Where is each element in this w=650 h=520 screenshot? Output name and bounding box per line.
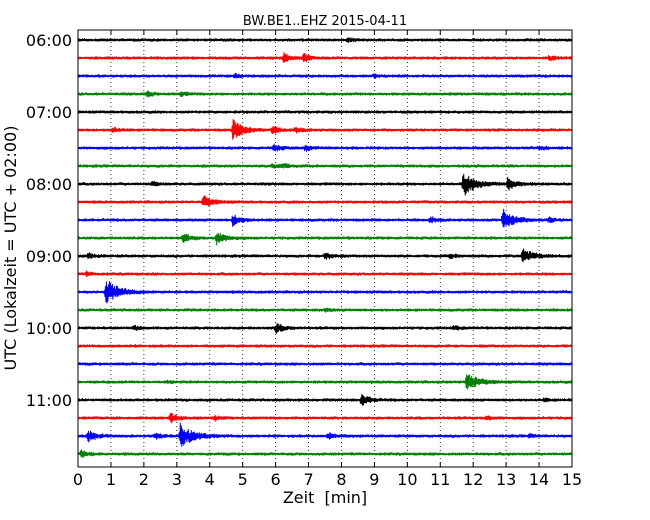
y-tick-label: 10:00	[26, 319, 72, 338]
seismogram-trace	[77, 248, 573, 263]
x-tick-label: 4	[205, 470, 215, 489]
seismogram-trace	[77, 393, 573, 406]
x-tick-label: 14	[529, 470, 549, 489]
seismogram-trace	[77, 52, 573, 63]
seismogram-trace	[77, 270, 573, 278]
seismogram-trace	[77, 110, 573, 114]
seismogram-trace	[77, 208, 573, 228]
seismogram-trace	[77, 163, 573, 169]
grid-layer	[110, 30, 540, 467]
seismogram-trace	[77, 72, 573, 79]
x-tick-label: 10	[397, 470, 417, 489]
seismogram-trace	[77, 412, 573, 424]
seismogram-trace	[77, 143, 573, 152]
y-tick-label: 11:00	[26, 391, 72, 410]
y-tick-label: 06:00	[26, 31, 72, 50]
seismogram-trace	[77, 422, 573, 448]
x-tick-label: 3	[172, 470, 182, 489]
seismogram-trace	[77, 374, 573, 390]
seismogram-trace	[77, 232, 573, 246]
seismogram-trace	[77, 195, 573, 207]
x-axis-label: Zeit [min]	[283, 488, 367, 507]
x-tick-label: 13	[496, 470, 516, 489]
plot-frame	[77, 29, 573, 468]
x-tick-label: 7	[303, 470, 313, 489]
seismogram-trace	[77, 173, 573, 196]
x-axis: 0 1 2 3 4 5 6 7 8 9 10 11 12 13 14 15	[73, 30, 582, 489]
x-tick-label: 0	[73, 470, 83, 489]
seismogram-trace	[77, 90, 573, 98]
x-tick-label: 11	[430, 470, 450, 489]
y-axis-label: UTC (Lokalzeit = UTC + 02:00)	[1, 126, 20, 371]
seismogram-trace	[77, 344, 573, 348]
seismogram-trace	[77, 362, 573, 366]
x-tick-label: 8	[336, 470, 346, 489]
x-tick-label: 1	[106, 470, 116, 489]
y-tick-label: 07:00	[26, 103, 72, 122]
x-tick-label: 12	[463, 470, 483, 489]
x-tick-label: 15	[562, 470, 582, 489]
seismogram-trace	[77, 449, 573, 459]
x-tick-label: 5	[238, 470, 248, 489]
seismogram-trace	[77, 323, 573, 334]
y-tick-label: 09:00	[26, 247, 72, 266]
seismogram-trace	[77, 307, 573, 313]
x-tick-label: 2	[139, 470, 149, 489]
x-tick-label: 6	[271, 470, 281, 489]
chart-title: BW.BE1..EHZ 2015-04-11	[243, 14, 407, 29]
y-axis: 06:00 07:00 08:00 09:00 10:00 11:00	[26, 31, 572, 410]
y-tick-label: 08:00	[26, 175, 72, 194]
trace-layer	[77, 37, 573, 459]
x-tick-label: 9	[369, 470, 379, 489]
seismogram-trace	[77, 118, 573, 140]
seismogram-trace	[77, 37, 573, 43]
seismogram-trace	[77, 281, 573, 304]
